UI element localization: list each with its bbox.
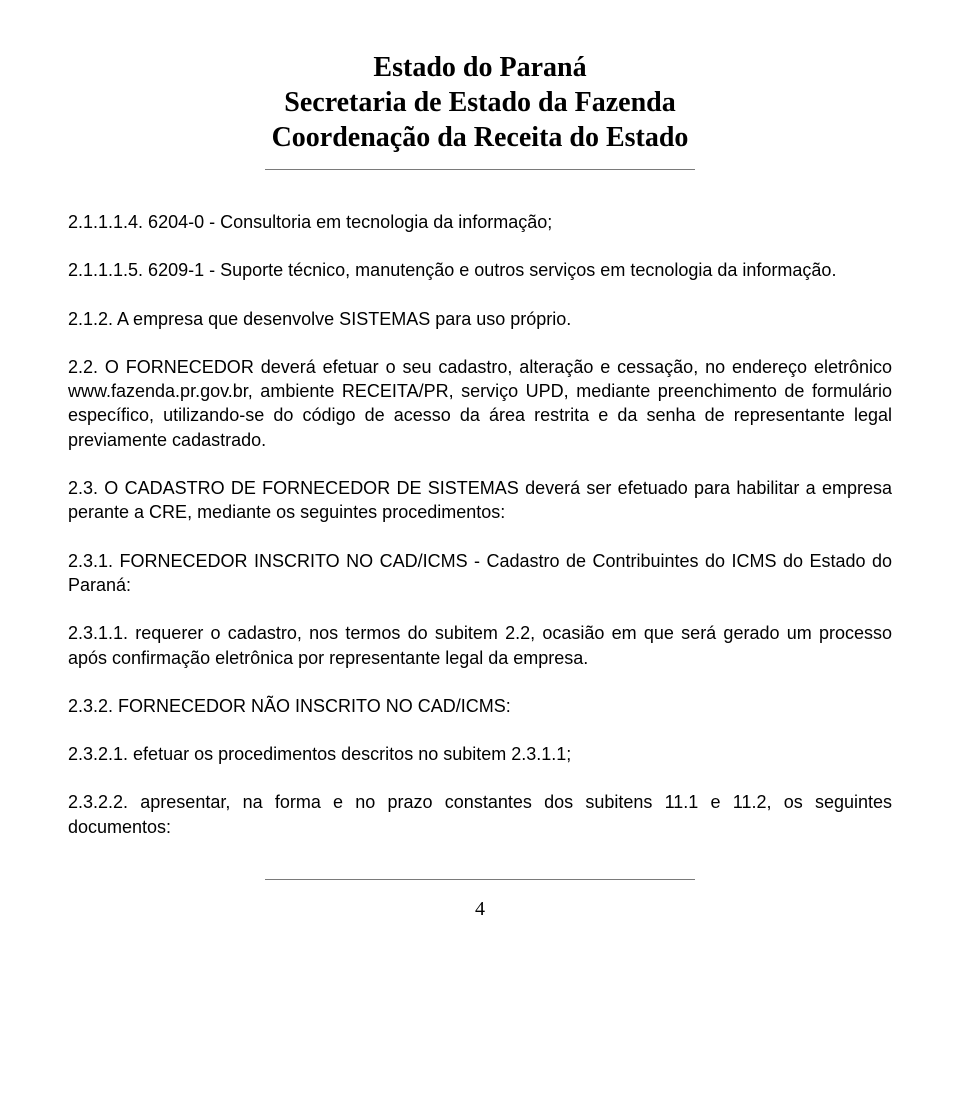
- paragraph-2-3-1-1: 2.3.1.1. requerer o cadastro, nos termos…: [68, 621, 892, 670]
- paragraph-2-3: 2.3. O CADASTRO DE FORNECEDOR DE SISTEMA…: [68, 476, 892, 525]
- page-number: 4: [68, 898, 892, 921]
- header-line-2: Secretaria de Estado da Fazenda: [68, 85, 892, 120]
- paragraph-2-1-1-1-4: 2.1.1.1.4. 6204-0 - Consultoria em tecno…: [68, 210, 892, 234]
- paragraph-2-1-2: 2.1.2. A empresa que desenvolve SISTEMAS…: [68, 307, 892, 331]
- header-line-3: Coordenação da Receita do Estado: [68, 120, 892, 155]
- document-header: Estado do Paraná Secretaria de Estado da…: [68, 50, 892, 155]
- paragraph-2-2: 2.2. O FORNECEDOR deverá efetuar o seu c…: [68, 355, 892, 452]
- header-divider: [265, 169, 695, 170]
- paragraph-2-3-1: 2.3.1. FORNECEDOR INSCRITO NO CAD/ICMS -…: [68, 549, 892, 598]
- footer-divider: [265, 879, 695, 880]
- paragraph-2-3-2-2: 2.3.2.2. apresentar, na forma e no prazo…: [68, 790, 892, 839]
- paragraph-2-3-2-1: 2.3.2.1. efetuar os procedimentos descri…: [68, 742, 892, 766]
- paragraph-2-1-1-1-5: 2.1.1.1.5. 6209-1 - Suporte técnico, man…: [68, 258, 892, 282]
- header-line-1: Estado do Paraná: [68, 50, 892, 85]
- paragraph-2-3-2: 2.3.2. FORNECEDOR NÃO INSCRITO NO CAD/IC…: [68, 694, 892, 718]
